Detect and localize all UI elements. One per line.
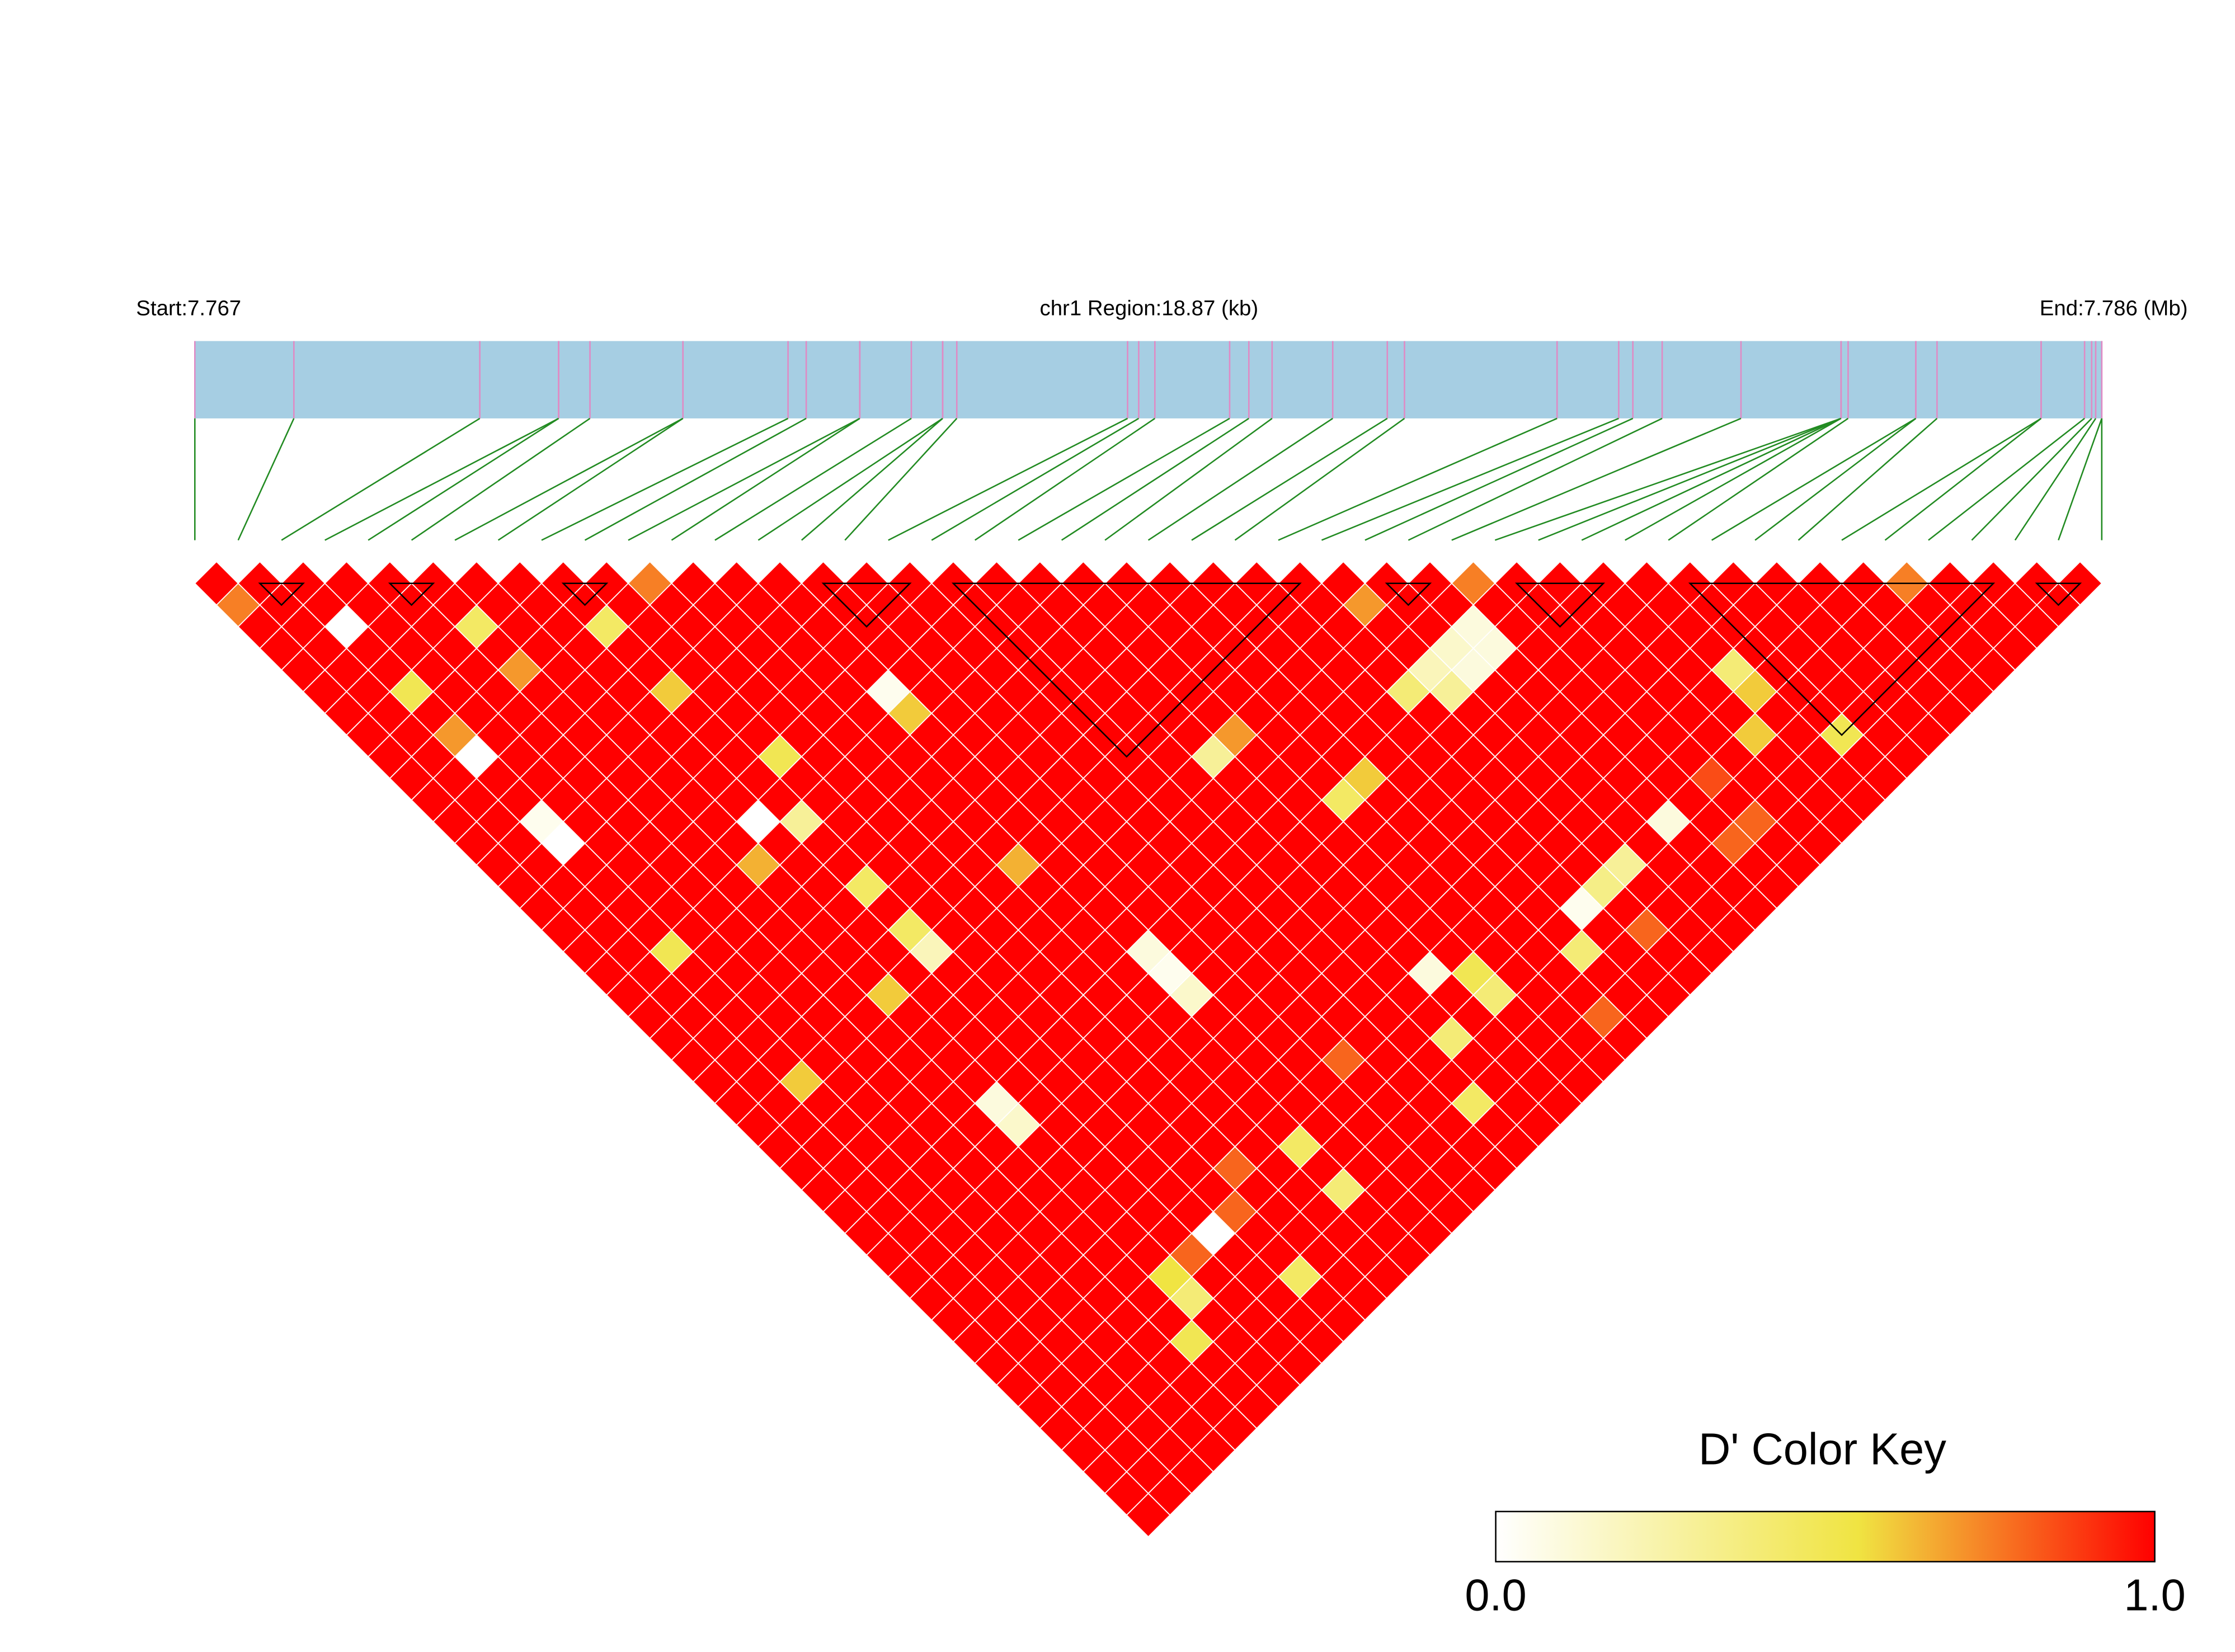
snp-connector (888, 417, 1128, 541)
start-label: Start:7.767 (136, 296, 241, 321)
colorbar-title: D' Color Key (1698, 1424, 1946, 1474)
snp-connector (324, 417, 559, 541)
snp-connector (1928, 417, 2085, 541)
snp-connector (281, 417, 481, 541)
colorbar (1495, 1510, 2156, 1562)
snp-connector (1408, 417, 1663, 541)
region-bar (195, 341, 2102, 418)
snp-connector (1018, 417, 1230, 541)
ld-block (258, 582, 305, 606)
snp-connector (1754, 417, 1917, 541)
snp-connector (1625, 417, 1842, 541)
snp-connector (974, 417, 1156, 541)
ld-block (821, 582, 912, 628)
ld-block (388, 582, 435, 606)
snp-connector (1668, 417, 1849, 541)
snp-connector (1061, 417, 1249, 541)
snp-connector (1711, 417, 1917, 541)
ld-cell (1126, 1493, 1171, 1538)
snp-connector (714, 417, 912, 541)
snp-connector (1798, 417, 1938, 541)
snp-connector (1971, 418, 2092, 541)
snp-connector (584, 417, 807, 541)
snp-connector (237, 418, 295, 541)
ld-block (951, 582, 1302, 758)
snp-connector (1104, 417, 1273, 541)
end-label: End:7.786 (Mb) (2040, 296, 2188, 321)
snp-connector (1191, 417, 1388, 541)
snp-connector (1451, 417, 1742, 541)
snp-connector (1321, 417, 1619, 541)
snp-connector (1494, 417, 1842, 541)
snp-connector (757, 417, 943, 541)
snp-connector (1147, 417, 1333, 541)
snp-connector (454, 417, 684, 541)
ld-block (1514, 582, 1606, 628)
region-label: chr1 Region:18.87 (kb) (1039, 296, 1258, 321)
snp-connector (844, 418, 958, 541)
snp-connector (671, 417, 860, 541)
ld-block (2035, 582, 2082, 606)
snp-connector (411, 417, 591, 541)
snp-connector (1538, 417, 1842, 541)
colorbar-tick-label: 1.0 (2124, 1570, 2185, 1620)
snp-connector (2058, 418, 2103, 541)
snp-connector (1364, 417, 1634, 541)
snp-connector (801, 417, 943, 541)
snp-connector (1884, 417, 2042, 541)
snp-connector (628, 417, 860, 541)
colorbar-tick-label: 0.0 (1465, 1570, 1526, 1620)
snp-connector (368, 417, 559, 541)
snp-connector (1278, 417, 1558, 541)
ld-block (561, 582, 609, 606)
ld-block (1385, 582, 1432, 606)
snp-connector (1581, 417, 1842, 541)
snp-connector (2014, 418, 2097, 541)
ld-block (1688, 582, 1996, 736)
snp-connector (931, 417, 1140, 541)
snp-connector (1234, 417, 1405, 541)
snp-connector (497, 417, 684, 541)
snp-connector (1841, 417, 2042, 541)
snp-connector (541, 417, 789, 541)
